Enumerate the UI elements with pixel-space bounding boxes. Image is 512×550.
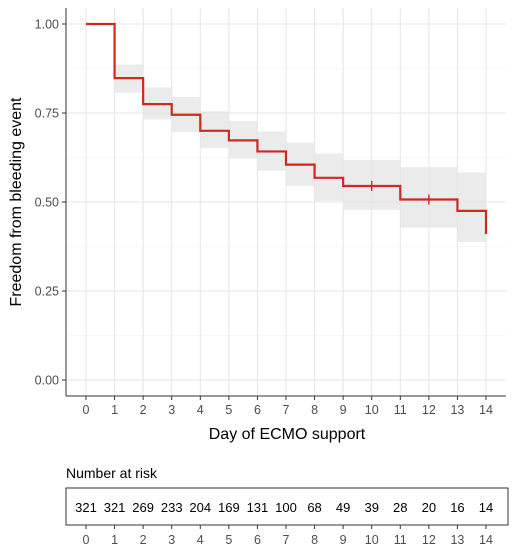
risk-value: 204 (189, 500, 211, 515)
risk-day-label: 2 (140, 533, 147, 547)
x-tick-label: 13 (450, 403, 464, 417)
y-tick-label: 0.75 (35, 107, 59, 121)
risk-day-labels: 0 1 2 3 4 5 6 7 8 9 10 11 12 13 14 (83, 525, 493, 547)
risk-day-label: 12 (422, 533, 436, 547)
risk-table-title: Number at risk (66, 465, 158, 481)
x-tick-label: 2 (140, 403, 147, 417)
risk-day-label: 0 (83, 533, 90, 547)
risk-value: 131 (247, 500, 269, 515)
risk-value: 49 (336, 500, 350, 515)
x-tick-label: 0 (83, 403, 90, 417)
risk-day-label: 11 (394, 533, 407, 547)
risk-value: 169 (218, 500, 240, 515)
risk-day-label: 5 (225, 533, 232, 547)
x-tick-label: 7 (283, 403, 290, 417)
risk-day-label: 3 (168, 533, 175, 547)
x-tick-label: 10 (365, 403, 379, 417)
y-tick-labels: 0.00 0.25 0.50 0.75 1.00 (35, 18, 59, 388)
risk-value: 39 (364, 500, 378, 515)
y-tick-label: 0.50 (35, 196, 59, 210)
risk-day-label: 10 (365, 533, 379, 547)
y-tick-label: 1.00 (35, 18, 59, 32)
x-tick-label: 5 (225, 403, 232, 417)
risk-value: 100 (275, 500, 297, 515)
risk-day-label: 4 (197, 533, 204, 547)
axes (62, 8, 506, 400)
y-tick-label: 0.00 (35, 374, 59, 388)
x-tick-label: 8 (311, 403, 318, 417)
km-plot: 0.000.250.500.751.00 0 1 2 3 4 5 6 7 8 9 10 11 12 13 1… (8, 8, 506, 443)
ci-segment (200, 111, 229, 148)
y-axis-title: Freedom from bleeding event (8, 97, 25, 307)
risk-value: 321 (104, 500, 126, 515)
x-tick-label: 9 (340, 403, 347, 417)
x-tick-labels: 0 1 2 3 4 5 6 7 8 9 10 11 12 13 14 (83, 403, 493, 417)
risk-day-label: 13 (450, 533, 464, 547)
x-tick-label: 6 (254, 403, 261, 417)
risk-values: 321 321 269 233 204 169 131 100 68 49 39 28 20 16 14 (75, 500, 493, 515)
x-tick-label: 1 (111, 403, 118, 417)
x-tick-label: 12 (422, 403, 436, 417)
risk-day-label: 1 (111, 533, 118, 547)
survival-step-line (86, 22, 488, 235)
ci-segment (457, 172, 486, 242)
risk-table: Number at risk 321 321 269 233 204 169 131 100 6… (65, 465, 509, 547)
risk-value: 16 (450, 500, 464, 515)
x-axis-title: Day of ECMO support (209, 426, 366, 443)
confidence-band (114, 64, 486, 242)
x-tick-label: 11 (394, 403, 407, 417)
risk-value: 28 (393, 500, 407, 515)
x-tick-label: 14 (479, 403, 493, 417)
x-tick-label: 3 (168, 403, 175, 417)
risk-value: 68 (307, 500, 321, 515)
risk-table-box (65, 487, 509, 526)
risk-day-label: 8 (311, 533, 318, 547)
risk-value: 233 (161, 500, 183, 515)
risk-day-label: 9 (340, 533, 347, 547)
risk-value: 14 (479, 500, 493, 515)
risk-day-label: 6 (254, 533, 261, 547)
risk-day-label: 14 (479, 533, 493, 547)
risk-value: 321 (75, 500, 97, 515)
risk-value: 20 (422, 500, 436, 515)
grid (66, 8, 506, 396)
y-tick-label: 0.25 (35, 285, 59, 299)
survival-curve (86, 22, 488, 235)
x-tick-label: 4 (197, 403, 204, 417)
risk-day-label: 7 (283, 533, 290, 547)
risk-value: 269 (132, 500, 154, 515)
censor-marks (371, 180, 430, 205)
